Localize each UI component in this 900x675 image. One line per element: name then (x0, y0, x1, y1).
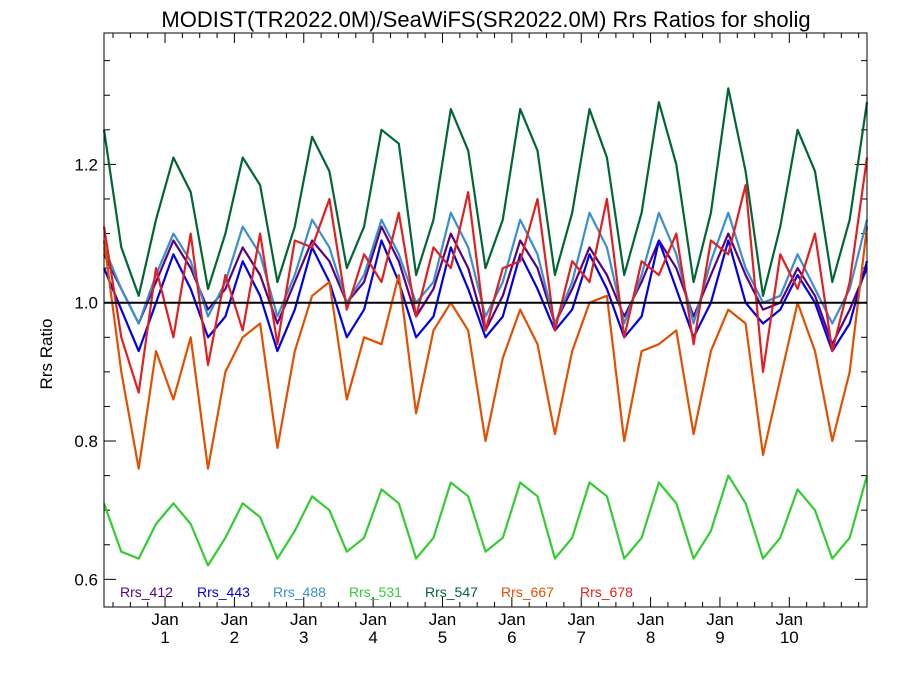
x-tick-label-year: 6 (507, 628, 516, 647)
x-tick-label-month: Jan (290, 610, 317, 629)
y-tick-label: 1.0 (74, 294, 98, 313)
legend-entry-rrs-488: Rrs_488 (273, 584, 326, 600)
y-tick-label: 1.2 (74, 155, 98, 174)
series-line-rrs-667 (102, 226, 869, 470)
x-tick-label-year: 10 (780, 628, 799, 647)
x-tick-label-month: Jan (568, 610, 595, 629)
y-tick-label: 0.8 (74, 432, 98, 451)
legend-entry-rrs-667: Rrs_667 (501, 584, 554, 600)
series-line-rrs-678 (102, 157, 869, 394)
legend-entry-rrs-443: Rrs_443 (197, 584, 250, 600)
series-layer (102, 87, 869, 567)
y-tick-label: 0.6 (74, 570, 98, 589)
series-line-rrs-443 (102, 239, 869, 353)
x-tick-label-month: Jan (151, 610, 178, 629)
legend-entry-rrs-678: Rrs_678 (580, 584, 633, 600)
x-tick-label-month: Jan (776, 610, 803, 629)
legend-entry-rrs-531: Rrs_531 (349, 584, 402, 600)
series-line-rrs-488 (102, 211, 869, 325)
x-tick-label-month: Jan (359, 610, 386, 629)
legend-entry-rrs-547: Rrs_547 (425, 584, 478, 600)
x-tick-label-year: 3 (299, 628, 308, 647)
x-tick-label-month: Jan (429, 610, 456, 629)
chart-title: MODIST(TR2022.0M)/SeaWiFS(SR2022.0M) Rrs… (161, 7, 810, 32)
plot-frame (103, 32, 868, 608)
x-tick-label-month: Jan (498, 610, 525, 629)
x-tick-label-year: 4 (368, 628, 377, 647)
x-tick-label-year: 2 (230, 628, 239, 647)
x-tick-label-month: Jan (637, 610, 664, 629)
y-axis-label: Rrs Ratio (37, 319, 56, 390)
x-tick-label-month: Jan (706, 610, 733, 629)
series-line-rrs-531 (102, 474, 869, 567)
legend: Rrs_412 Rrs_443 Rrs_488 Rrs_531 Rrs_547 Rrs_6… (120, 584, 633, 600)
legend-entry-rrs-412: Rrs_412 (120, 584, 173, 600)
x-tick-label-year: 1 (160, 628, 169, 647)
x-tick-label-month: Jan (221, 610, 248, 629)
series-line-rrs-547 (102, 87, 869, 297)
x-tick-label-year: 8 (646, 628, 655, 647)
x-tick-label-year: 5 (438, 628, 447, 647)
axes-layer: 0.60.81.01.2Jan1Jan2Jan3Jan4Jan5Jan6Jan7… (74, 33, 867, 647)
x-tick-label-year: 7 (576, 628, 585, 647)
x-tick-label-year: 9 (715, 628, 724, 647)
